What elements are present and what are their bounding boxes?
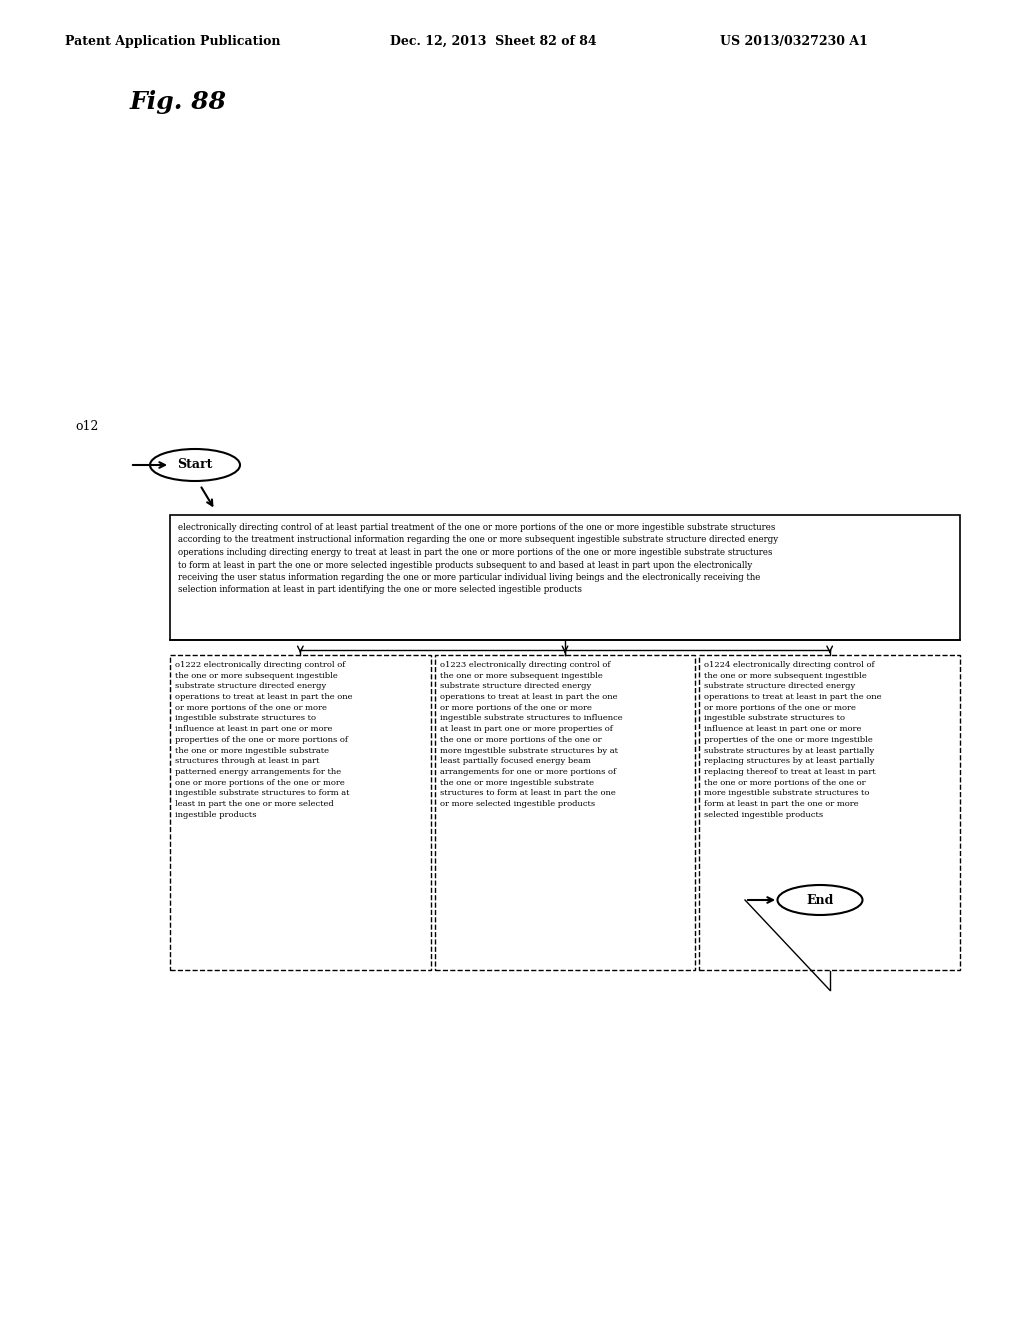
Text: o1224 electronically directing control of
the one or more subsequent ingestible
: o1224 electronically directing control o…: [705, 661, 882, 818]
Text: Patent Application Publication: Patent Application Publication: [65, 36, 281, 48]
FancyBboxPatch shape: [170, 655, 431, 970]
Text: US 2013/0327230 A1: US 2013/0327230 A1: [720, 36, 868, 48]
Text: o1223 electronically directing control of
the one or more subsequent ingestible
: o1223 electronically directing control o…: [439, 661, 623, 808]
Text: Start: Start: [177, 458, 213, 471]
FancyBboxPatch shape: [699, 655, 961, 970]
Text: o1222 electronically directing control of
the one or more subsequent ingestible
: o1222 electronically directing control o…: [175, 661, 352, 818]
Ellipse shape: [150, 449, 240, 480]
FancyBboxPatch shape: [434, 655, 695, 970]
Text: Fig. 88: Fig. 88: [130, 90, 227, 114]
Text: End: End: [806, 894, 834, 907]
FancyBboxPatch shape: [170, 515, 961, 640]
Text: o12: o12: [75, 420, 98, 433]
Text: Dec. 12, 2013  Sheet 82 of 84: Dec. 12, 2013 Sheet 82 of 84: [390, 36, 597, 48]
Text: electronically directing control of at least partial treatment of the one or mor: electronically directing control of at l…: [178, 523, 778, 594]
Ellipse shape: [777, 884, 862, 915]
